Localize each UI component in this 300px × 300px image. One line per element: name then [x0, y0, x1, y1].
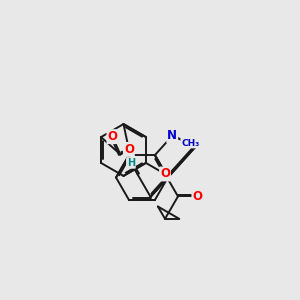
Text: N: N — [167, 129, 177, 142]
Text: CH₃: CH₃ — [181, 139, 200, 148]
Text: O: O — [124, 143, 134, 156]
Text: O: O — [192, 190, 203, 203]
Text: H: H — [127, 158, 135, 168]
Text: O: O — [160, 167, 170, 181]
Text: O: O — [107, 130, 117, 143]
